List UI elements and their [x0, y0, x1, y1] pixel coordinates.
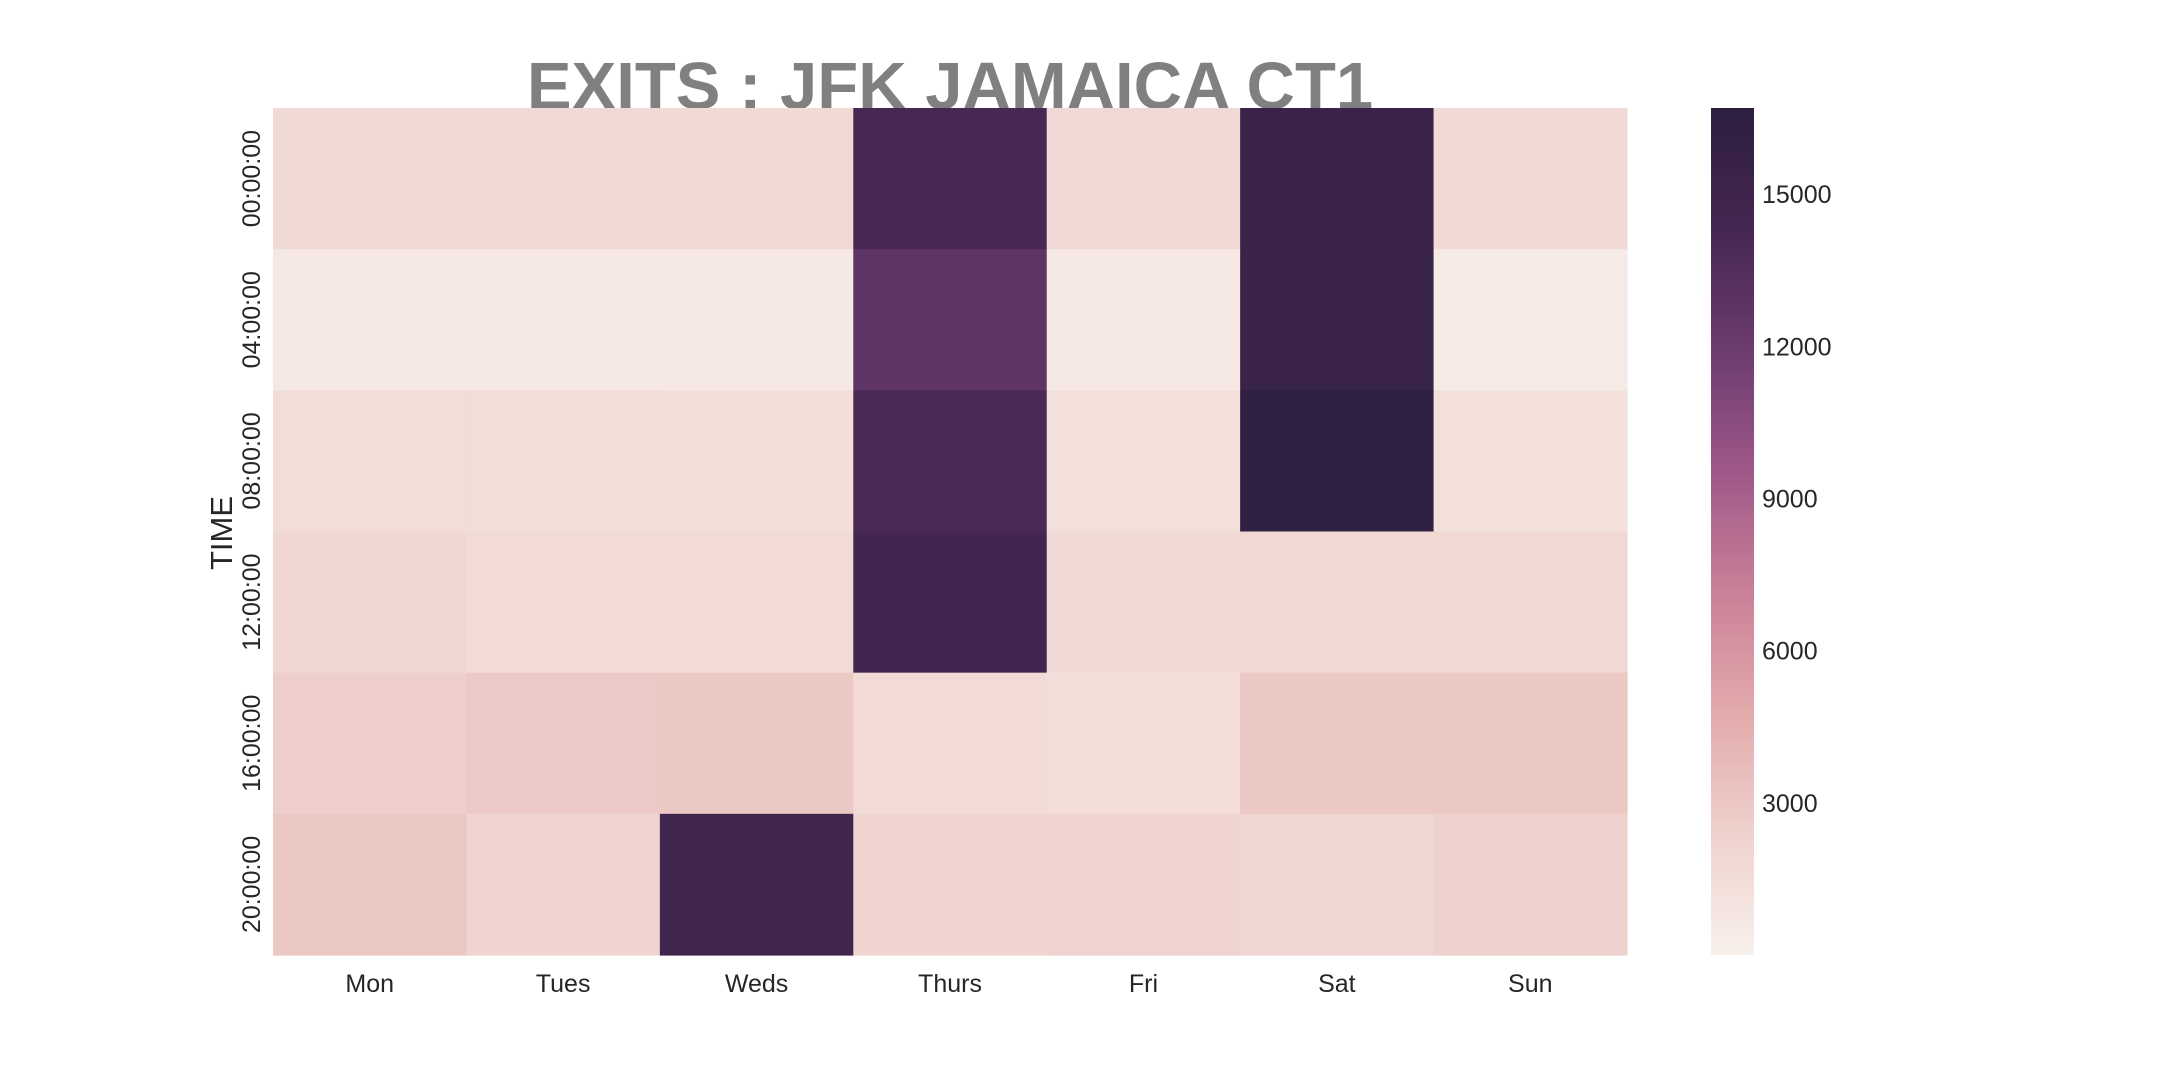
- heatmap-cell-040000-sat: [1240, 249, 1435, 391]
- heatmap-cell-160000-sun: [1433, 672, 1628, 815]
- heatmap-cell-000000-fri: [1046, 108, 1241, 250]
- x-tick-mon: Mon: [345, 970, 394, 998]
- heatmap-cell-160000-thurs: [853, 672, 1048, 815]
- heatmap-cell-080000-mon: [273, 390, 468, 533]
- x-tick-thurs: Thurs: [918, 970, 982, 998]
- colorbar-tick-9000: 9000: [1762, 486, 1818, 514]
- heatmap-cell-000000-sat: [1240, 108, 1435, 250]
- heatmap-cell-200000-fri: [1046, 813, 1241, 956]
- heatmap-cell-040000-mon: [273, 249, 468, 391]
- x-tick-tues: Tues: [536, 970, 591, 998]
- heatmap-cells: [273, 108, 1628, 956]
- heatmap-cell-200000-sat: [1240, 813, 1435, 956]
- heatmap-cell-200000-tues: [466, 813, 661, 956]
- heatmap-cell-080000-weds: [659, 390, 854, 533]
- heatmap-cell-200000-sun: [1433, 813, 1628, 956]
- heatmap-cell-160000-mon: [273, 672, 468, 815]
- heatmap-cell-160000-sat: [1240, 672, 1435, 815]
- heatmap-cell-160000-fri: [1046, 672, 1241, 815]
- colorbar-tick-15000: 15000: [1762, 181, 1832, 209]
- heatmap-cell-120000-fri: [1046, 531, 1241, 674]
- heatmap-cell-040000-tues: [466, 249, 661, 391]
- heatmap-cell-120000-sun: [1433, 531, 1628, 674]
- heatmap-cell-000000-thurs: [853, 108, 1048, 250]
- heatmap-cell-080000-thurs: [853, 390, 1048, 533]
- heatmap-cell-080000-sun: [1433, 390, 1628, 533]
- y-tick-120000: 12:00:00: [238, 553, 266, 650]
- heatmap-cell-200000-mon: [273, 813, 468, 956]
- y-tick-040000: 04:00:00: [238, 271, 266, 368]
- y-tick-080000: 08:00:00: [238, 412, 266, 509]
- heatmap-cell-040000-fri: [1046, 249, 1241, 391]
- heatmap-cell-120000-weds: [659, 531, 854, 674]
- x-tick-fri: Fri: [1129, 970, 1158, 998]
- heatmap-cell-120000-tues: [466, 531, 661, 674]
- x-tick-sun: Sun: [1508, 970, 1552, 998]
- colorbar-tick-6000: 6000: [1762, 638, 1818, 666]
- heatmap-cell-080000-fri: [1046, 390, 1241, 533]
- colorbar-tick-12000: 12000: [1762, 333, 1832, 361]
- heatmap-cell-000000-mon: [273, 108, 468, 250]
- heatmap-cell-120000-sat: [1240, 531, 1435, 674]
- heatmap-cell-080000-tues: [466, 390, 661, 533]
- colorbar-tick-labels: 3000 6000 9000 12000 15000: [1762, 181, 1832, 818]
- heatmap-cell-120000-mon: [273, 531, 468, 674]
- heatmap-cell-000000-weds: [659, 108, 854, 250]
- heatmap-cell-160000-weds: [659, 672, 854, 815]
- heatmap-cell-160000-tues: [466, 672, 661, 815]
- heatmap-cell-000000-sun: [1433, 108, 1628, 250]
- heatmap-cell-200000-thurs: [853, 813, 1048, 956]
- colorbar: [1711, 108, 1754, 955]
- heatmap-cell-080000-sat: [1240, 390, 1435, 533]
- y-tick-labels: 00:00:00 04:00:00 08:00:00 12:00:00 16:00:00…: [238, 130, 266, 933]
- y-tick-200000: 20:00:00: [238, 836, 266, 933]
- x-tick-weds: Weds: [725, 970, 788, 998]
- heatmap-cell-000000-tues: [466, 108, 661, 250]
- heatmap-cell-040000-weds: [659, 249, 854, 391]
- y-tick-000000: 00:00:00: [238, 130, 266, 227]
- heatmap-cell-120000-thurs: [853, 531, 1048, 674]
- heatmap-cell-200000-weds: [659, 813, 854, 956]
- colorbar-tick-3000: 3000: [1762, 790, 1818, 818]
- x-tick-sat: Sat: [1318, 970, 1356, 998]
- y-tick-160000: 16:00:00: [238, 695, 266, 792]
- heatmap-cell-040000-thurs: [853, 249, 1048, 391]
- heatmap-cell-040000-sun: [1433, 249, 1628, 391]
- x-tick-labels: Mon Tues Weds Thurs Fri Sat Sun: [345, 970, 1552, 998]
- y-axis-label: TIME: [204, 496, 239, 570]
